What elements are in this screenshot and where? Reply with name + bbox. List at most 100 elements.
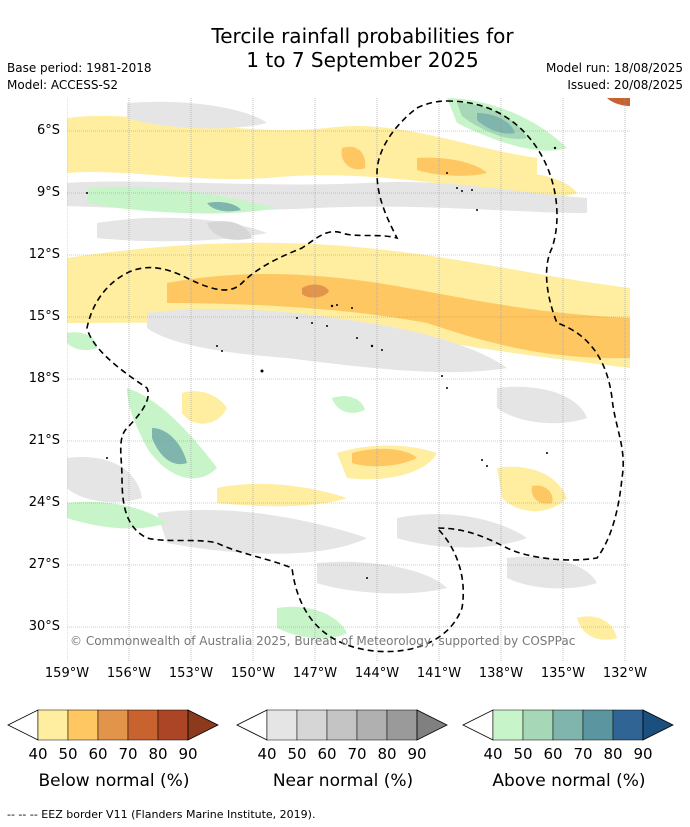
legend-title-above: Above normal (%) [492, 771, 646, 791]
near-colorbar-tick: 90 [407, 745, 427, 763]
above-core-north-west [207, 201, 241, 212]
below-colorbar-tick: 50 [58, 745, 78, 763]
lon-tick-141w: 141°W [416, 666, 462, 681]
above-core-west [152, 428, 187, 465]
lat-tick-6s: 6°S [36, 123, 60, 138]
above-colorbar-tick: 60 [543, 745, 563, 763]
colorbar-near [236, 709, 448, 741]
below-top-east [607, 98, 630, 106]
above-patch-south [277, 606, 347, 639]
lon-tick-135w: 135°W [540, 666, 586, 681]
right-metadata: Model run: 18/08/2025 Issued: 20/08/2025 [546, 60, 683, 94]
below-colorbar-segment [67, 709, 99, 741]
near-band-central [147, 308, 507, 373]
lat-tick-21s: 21°S [28, 433, 60, 448]
above-deep-north-east [477, 113, 515, 134]
lat-tick-30s: 30°S [28, 619, 60, 634]
below-colorbar-tick: 40 [28, 745, 48, 763]
lon-tick-153w: 153°W [168, 666, 214, 681]
above-patch-south-west [67, 501, 167, 529]
near-patch-north-west [127, 101, 267, 129]
below-colorbar-min-arrow [7, 709, 39, 741]
above-colorbar-tick: 90 [633, 745, 653, 763]
lon-tick-150w: 150°W [230, 666, 276, 681]
eez-footnote: -- -- -- EEZ border V11 (Flanders Marine… [7, 808, 316, 821]
probability-shading [67, 98, 630, 640]
chart-title: Tercile rainfall probabilities for 1 to … [0, 24, 690, 72]
below-colorbar-tick: 80 [148, 745, 168, 763]
lat-tick-24s: 24°S [28, 495, 60, 510]
title-line-2: 1 to 7 September 2025 [246, 48, 479, 72]
near-colorbar-max-arrow [416, 709, 448, 741]
legend-title-below: Below normal (%) [38, 771, 190, 791]
above-colorbar-segment [552, 709, 584, 741]
lon-tick-156w: 156°W [106, 666, 152, 681]
below-colorbar-tick: 90 [178, 745, 198, 763]
above-colorbar-tick: 80 [603, 745, 623, 763]
base-period: Base period: 1981-2018 [7, 61, 152, 75]
below-colorbar-max-arrow [187, 709, 219, 741]
below-core-mid [167, 273, 630, 359]
near-colorbar-segment [356, 709, 388, 741]
near-colorbar-tick: 60 [317, 745, 337, 763]
below-colorbar-tick: 70 [118, 745, 138, 763]
rainfall-map [67, 98, 630, 661]
below-colorbar-segment [127, 709, 159, 741]
near-colorbar-tick: 40 [257, 745, 277, 763]
above-colorbar-tick: 40 [483, 745, 503, 763]
near-patch-south-west [67, 457, 142, 503]
near-patch-east [497, 386, 587, 424]
above-colorbar-tick: 70 [573, 745, 593, 763]
above-colorbar-segment [492, 709, 524, 741]
near-mid-gray [207, 221, 252, 240]
copyright-note: © Commonwealth of Australia 2025, Bureau… [70, 634, 576, 648]
title-line-1: Tercile rainfall probabilities for [211, 24, 514, 48]
below-south-core [352, 448, 417, 467]
near-colorbar-min-arrow [236, 709, 268, 741]
near-band-south [157, 509, 367, 554]
near-colorbar-segment [266, 709, 298, 741]
above-colorbar-segment [612, 709, 644, 741]
lon-tick-147w: 147°W [292, 666, 338, 681]
near-colorbar-segment [386, 709, 418, 741]
below-colorbar-tick: 60 [88, 745, 108, 763]
near-colorbar-segment [296, 709, 328, 741]
near-patch-far-south [317, 561, 447, 594]
below-west [182, 391, 227, 424]
lat-tick-9s: 9°S [36, 185, 60, 200]
above-colorbar-tick: 50 [513, 745, 533, 763]
lat-tick-18s: 18°S [28, 371, 60, 386]
below-colorbar-segment [97, 709, 129, 741]
near-colorbar-tick: 50 [287, 745, 307, 763]
legend-title-near: Near normal (%) [272, 771, 414, 791]
colorbars [7, 709, 674, 741]
below-colorbar-segment [157, 709, 189, 741]
near-colorbar-tick: 80 [377, 745, 397, 763]
near-colorbar-tick: 70 [347, 745, 367, 763]
left-metadata: Base period: 1981-2018 Model: ACCESS-S2 [7, 60, 152, 94]
lon-tick-144w: 144°W [354, 666, 400, 681]
below-east-core [531, 485, 553, 504]
model-run: Model run: 18/08/2025 [545, 61, 683, 75]
model-name: Model: ACCESS-S2 [7, 78, 119, 92]
below-patch-east [417, 157, 487, 176]
below-south-east [577, 616, 617, 640]
above-colorbar-min-arrow [462, 709, 494, 741]
lat-tick-27s: 27°S [28, 557, 60, 572]
above-patch-west [127, 388, 217, 479]
below-colorbar-segment [37, 709, 69, 741]
below-core-hot [302, 284, 329, 298]
above-colorbar-segment [582, 709, 614, 741]
near-colorbar-segment [326, 709, 358, 741]
lon-tick-132w: 132°W [602, 666, 648, 681]
lat-tick-12s: 12°S [28, 247, 60, 262]
lat-tick-15s: 15°S [28, 309, 60, 324]
below-south-west [217, 483, 347, 507]
below-band-north [67, 115, 537, 198]
islands [86, 146, 557, 579]
lon-tick-159w: 159°W [44, 666, 90, 681]
issued-date: Issued: 20/08/2025 [567, 78, 683, 92]
colorbar-below [7, 709, 219, 741]
below-patch-north [341, 146, 366, 170]
lon-tick-138w: 138°W [478, 666, 524, 681]
